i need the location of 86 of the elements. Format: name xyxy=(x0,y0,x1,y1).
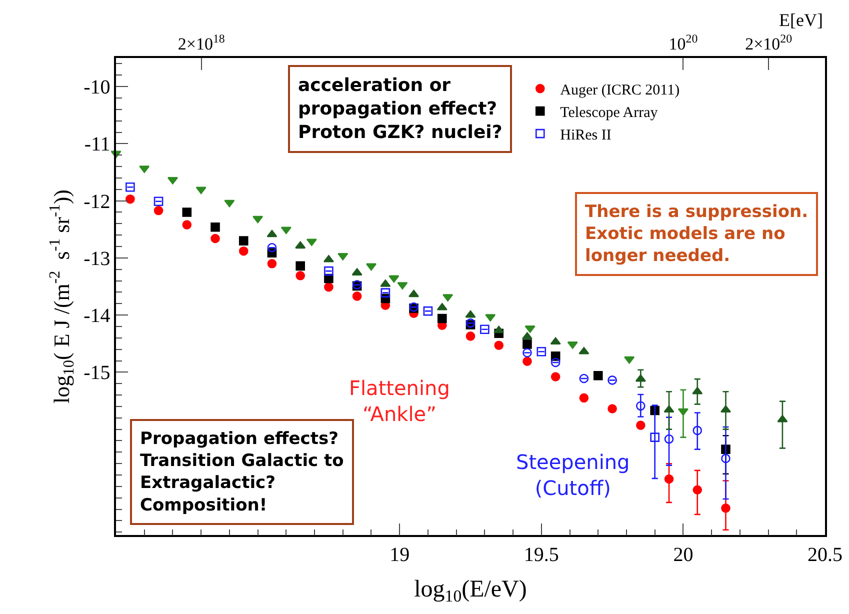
point xyxy=(579,374,589,384)
point xyxy=(295,241,306,249)
point xyxy=(664,434,674,444)
point xyxy=(678,408,688,416)
point xyxy=(154,206,164,216)
point xyxy=(636,420,646,430)
point xyxy=(522,356,532,366)
point xyxy=(494,326,504,334)
point xyxy=(210,234,220,244)
point xyxy=(280,226,292,234)
point xyxy=(636,401,646,411)
point xyxy=(352,292,362,301)
point xyxy=(593,370,603,380)
point xyxy=(664,474,674,484)
point xyxy=(324,282,334,292)
point xyxy=(692,485,702,495)
point xyxy=(465,310,476,318)
point xyxy=(266,230,278,238)
legend-label: Auger (ICRC 2011) xyxy=(560,82,680,98)
legend-label: Telescope Array xyxy=(560,104,658,121)
x-axis-title: log$_{10}$(E/eV) xyxy=(414,576,527,606)
point xyxy=(436,302,448,310)
y-tick-label: -15 xyxy=(84,362,110,384)
point xyxy=(608,404,617,414)
point xyxy=(296,261,305,271)
point xyxy=(692,426,702,436)
point xyxy=(650,432,660,442)
point xyxy=(126,194,135,204)
point xyxy=(522,340,532,349)
y-tick-label: -11 xyxy=(84,134,110,156)
point xyxy=(182,220,192,230)
point xyxy=(437,314,447,324)
point xyxy=(578,346,590,354)
point xyxy=(267,259,277,268)
annotation: There is a suppression. Exotic models are no longer needed. xyxy=(585,202,808,266)
point xyxy=(777,414,788,422)
point xyxy=(550,358,560,368)
point xyxy=(494,340,504,350)
y-tick-label: -13 xyxy=(84,248,110,270)
x2-tick-label: 2×10$^{18}$ xyxy=(178,31,225,54)
y-tick-label: -10 xyxy=(84,76,110,99)
point xyxy=(721,504,730,513)
x-tick-label: 19.5 xyxy=(524,544,559,566)
legend-label: HiRes II xyxy=(560,127,612,144)
annotation: acceleration or propagation effect? Proton GZK? nuclei? xyxy=(298,75,502,143)
x-tick-label: 19 xyxy=(390,544,410,566)
y-tick-label: -12 xyxy=(84,190,110,213)
y-tick-label: -14 xyxy=(84,305,110,328)
point xyxy=(624,356,635,364)
x2-tick-label: 2×10$^{20}$ xyxy=(745,31,792,54)
point xyxy=(306,238,317,246)
point xyxy=(550,372,560,382)
x-tick-label: 20.5 xyxy=(808,544,842,566)
x2-axis-title: E[eV] xyxy=(779,10,823,30)
point xyxy=(224,200,235,208)
annotation: Flattening “Ankle” xyxy=(349,376,450,426)
point xyxy=(182,208,192,217)
point xyxy=(480,324,490,334)
point xyxy=(267,243,277,252)
point xyxy=(196,186,206,194)
point xyxy=(210,222,220,232)
point xyxy=(252,216,264,224)
annotation: Propagation effects? Transition Galactic to Extragalactic? Composition! xyxy=(140,429,344,516)
point xyxy=(154,196,164,206)
point xyxy=(296,271,305,280)
point xyxy=(579,393,589,403)
point xyxy=(721,454,730,464)
point xyxy=(238,236,248,246)
point xyxy=(664,405,674,413)
x-tick-label: 20 xyxy=(673,544,694,566)
point xyxy=(536,346,546,356)
point xyxy=(635,374,646,382)
point xyxy=(408,290,420,298)
point xyxy=(126,182,135,192)
point xyxy=(608,376,617,385)
point xyxy=(466,332,476,341)
x2-tick-label: 10$^{20}$ xyxy=(668,31,698,54)
point xyxy=(692,386,703,394)
point xyxy=(324,266,334,276)
point xyxy=(522,348,532,358)
annotation: Steepening (Cutoff) xyxy=(516,450,630,500)
point xyxy=(550,337,561,345)
point xyxy=(380,288,390,298)
point xyxy=(423,306,433,316)
point xyxy=(238,246,248,256)
point xyxy=(388,275,400,283)
